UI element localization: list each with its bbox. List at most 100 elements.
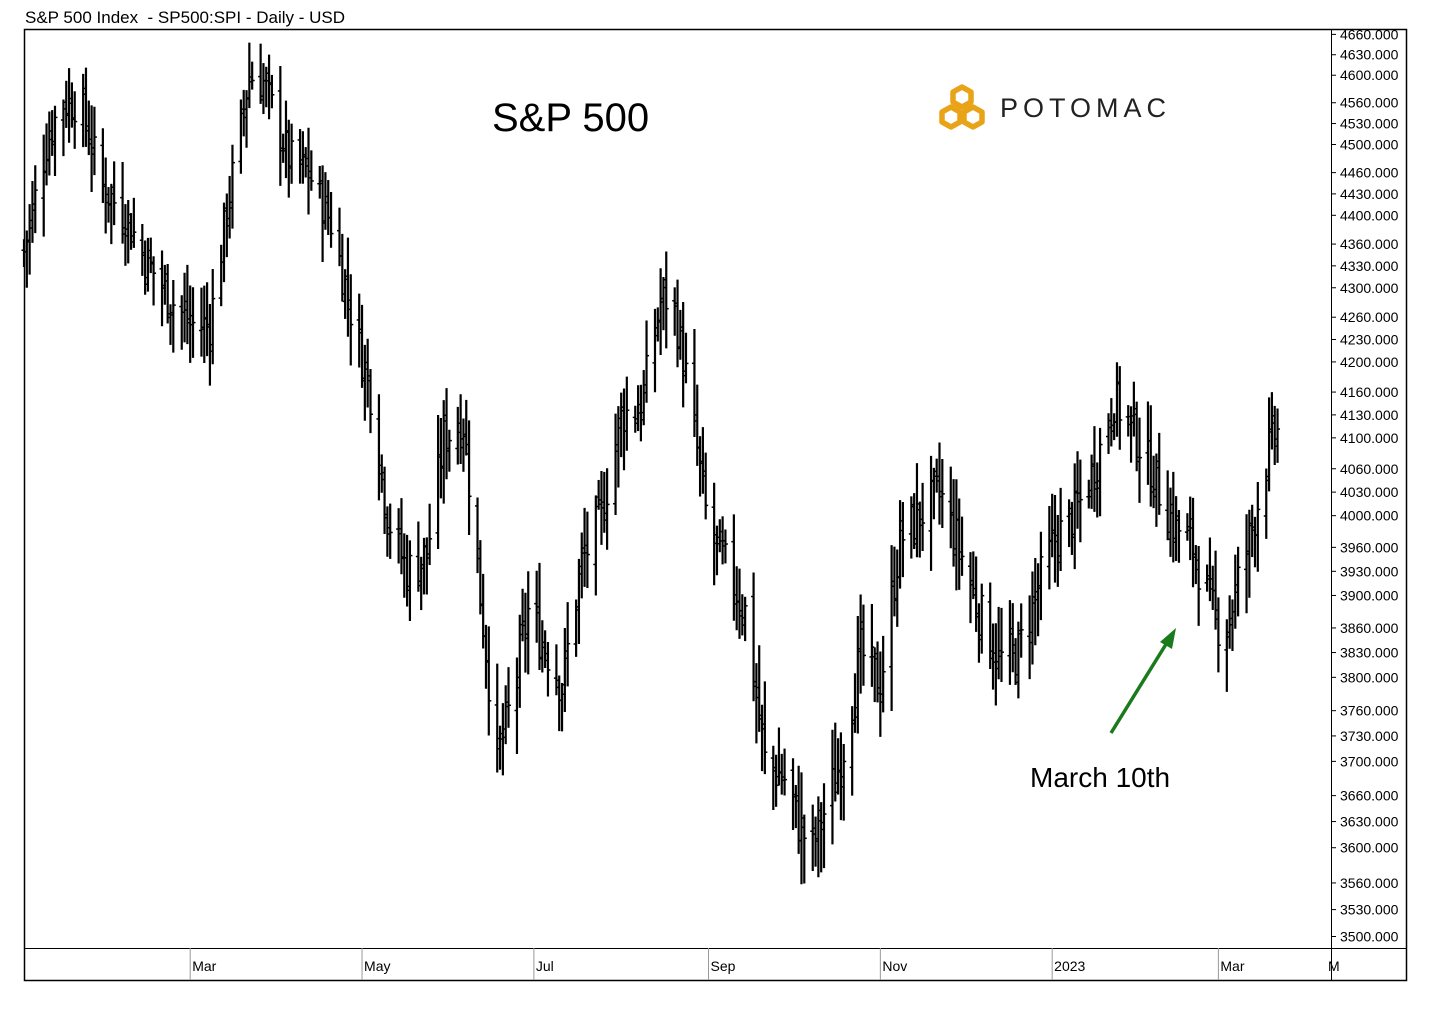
chart-title: S&P 500 <box>492 96 649 140</box>
y-tick-label: 3660.000 <box>1340 788 1399 804</box>
ohlc-bar <box>565 602 571 687</box>
ohlc-bar <box>328 191 334 248</box>
ohlc-bar <box>91 106 97 176</box>
ohlc-bar <box>979 583 985 654</box>
x-axis: Mar May Jul Sep Nov 2023 Mar M <box>189 948 1340 980</box>
ohlc-bar <box>170 279 176 353</box>
potomac-logo-icon <box>939 84 985 130</box>
y-tick-label: 4660.000 <box>1340 26 1399 42</box>
ohlc-bar <box>52 105 58 177</box>
ohlc-bar <box>782 748 788 796</box>
annotation-label: March 10th <box>1030 762 1170 793</box>
ohlc-bar <box>644 320 650 403</box>
x-tick-label: M <box>1328 958 1340 974</box>
y-tick-label: 3930.000 <box>1340 563 1399 579</box>
y-tick-label: 4530.000 <box>1340 116 1399 132</box>
potomac-logo <box>939 84 985 130</box>
ohlc-bar <box>525 571 531 675</box>
y-tick-label: 4500.000 <box>1340 136 1399 152</box>
y-tick-label: 4030.000 <box>1340 484 1399 500</box>
y-tick-label: 4200.000 <box>1340 354 1399 370</box>
y-tick-label: 4300.000 <box>1340 280 1399 296</box>
ohlc-bar <box>1038 531 1044 621</box>
y-tick-label: 4560.000 <box>1340 95 1399 111</box>
x-tick-label: Mar <box>1220 958 1244 974</box>
y-axis: 3500.000 3530.000 3560.000 3600.000 3630.000… <box>1331 26 1399 944</box>
y-tick-label: 4630.000 <box>1340 47 1399 63</box>
y-tick-label: 4260.000 <box>1340 309 1399 325</box>
y-tick-label: 4060.000 <box>1340 461 1399 477</box>
ohlc-bar <box>1255 481 1261 572</box>
x-tick-label: Jul <box>536 958 554 974</box>
y-tick-label: 4160.000 <box>1340 384 1399 400</box>
ohlc-bar <box>1176 510 1182 563</box>
ohlc-bar <box>506 667 512 728</box>
ohlc-bar <box>72 91 78 149</box>
ohlc-bar <box>683 332 689 384</box>
y-tick-label: 3900.000 <box>1340 587 1399 603</box>
ohlc-bar <box>841 743 847 821</box>
ohlc-bar <box>151 256 157 306</box>
ohlc-bar <box>249 61 255 90</box>
y-tick-label: 3800.000 <box>1340 669 1399 685</box>
ohlc-bar <box>1077 459 1083 543</box>
y-tick-label: 4430.000 <box>1340 186 1399 202</box>
ohlc-bar <box>663 251 669 349</box>
y-tick-label: 3500.000 <box>1340 928 1399 944</box>
ohlc-bar <box>308 150 314 191</box>
ohlc-bar <box>111 161 117 226</box>
ohlc-bar <box>920 482 926 551</box>
ohlc-bar <box>998 607 1004 683</box>
ohlc-bar <box>269 74 275 109</box>
ohlc-bar <box>593 495 599 596</box>
x-tick-label: May <box>364 958 390 974</box>
y-tick-label: 3630.000 <box>1340 814 1399 830</box>
ohlc-bar <box>1156 432 1162 515</box>
y-tick-label: 4400.000 <box>1340 207 1399 223</box>
y-tick-label: 4000.000 <box>1340 508 1399 524</box>
x-tick-label: Nov <box>882 958 907 974</box>
ohlc-bar <box>407 540 413 622</box>
ohlc-bar <box>1097 427 1103 517</box>
y-tick-label: 3830.000 <box>1340 645 1399 661</box>
ohlc-bar <box>1117 366 1123 450</box>
x-tick-label: Sep <box>711 958 736 974</box>
y-tick-label: 4130.000 <box>1340 407 1399 423</box>
ohlc-bar <box>210 268 216 365</box>
ohlc-bar <box>1275 408 1281 463</box>
y-tick-label: 4600.000 <box>1340 67 1399 83</box>
ohlc-bar <box>703 452 709 520</box>
ohlc-bar <box>1018 603 1024 658</box>
y-tick-label: 4230.000 <box>1340 331 1399 347</box>
ohlc-bar <box>604 468 610 550</box>
ohlc-bar <box>466 420 472 535</box>
ohlc-bar <box>427 503 433 566</box>
ohlc-bar <box>486 626 492 736</box>
y-tick-label: 3560.000 <box>1340 875 1399 891</box>
ohlc-bar <box>821 783 827 869</box>
y-tick-label: 3530.000 <box>1340 902 1399 918</box>
ohlc-bar <box>1215 597 1221 673</box>
ohlc-bar <box>869 603 875 687</box>
y-tick-label: 4460.000 <box>1340 165 1399 181</box>
ohlc-bar <box>190 287 196 358</box>
chart-header-title: S&P 500 Index - SP500:SPI - Daily - USD <box>25 8 345 27</box>
x-tick-label: 2023 <box>1054 958 1085 974</box>
ohlc-bar <box>624 376 630 451</box>
y-tick-label: 4360.000 <box>1340 236 1399 252</box>
ohlc-bar <box>1058 487 1064 572</box>
march-10th-annotation: March 10th <box>1030 628 1176 793</box>
ohlc-bar <box>387 503 393 559</box>
ohlc-bar <box>1196 546 1202 626</box>
price-bars <box>21 42 1281 885</box>
ohlc-bar <box>959 516 965 576</box>
y-tick-label: 3700.000 <box>1340 753 1399 769</box>
ohlc-bar <box>131 197 137 248</box>
ohlc-bar <box>545 641 551 697</box>
ohlc-bar <box>348 274 354 366</box>
ohlc-bar <box>229 144 235 229</box>
y-tick-label: 3730.000 <box>1340 728 1399 744</box>
ohlc-bar <box>32 165 38 234</box>
ohlc-bar <box>446 429 452 472</box>
